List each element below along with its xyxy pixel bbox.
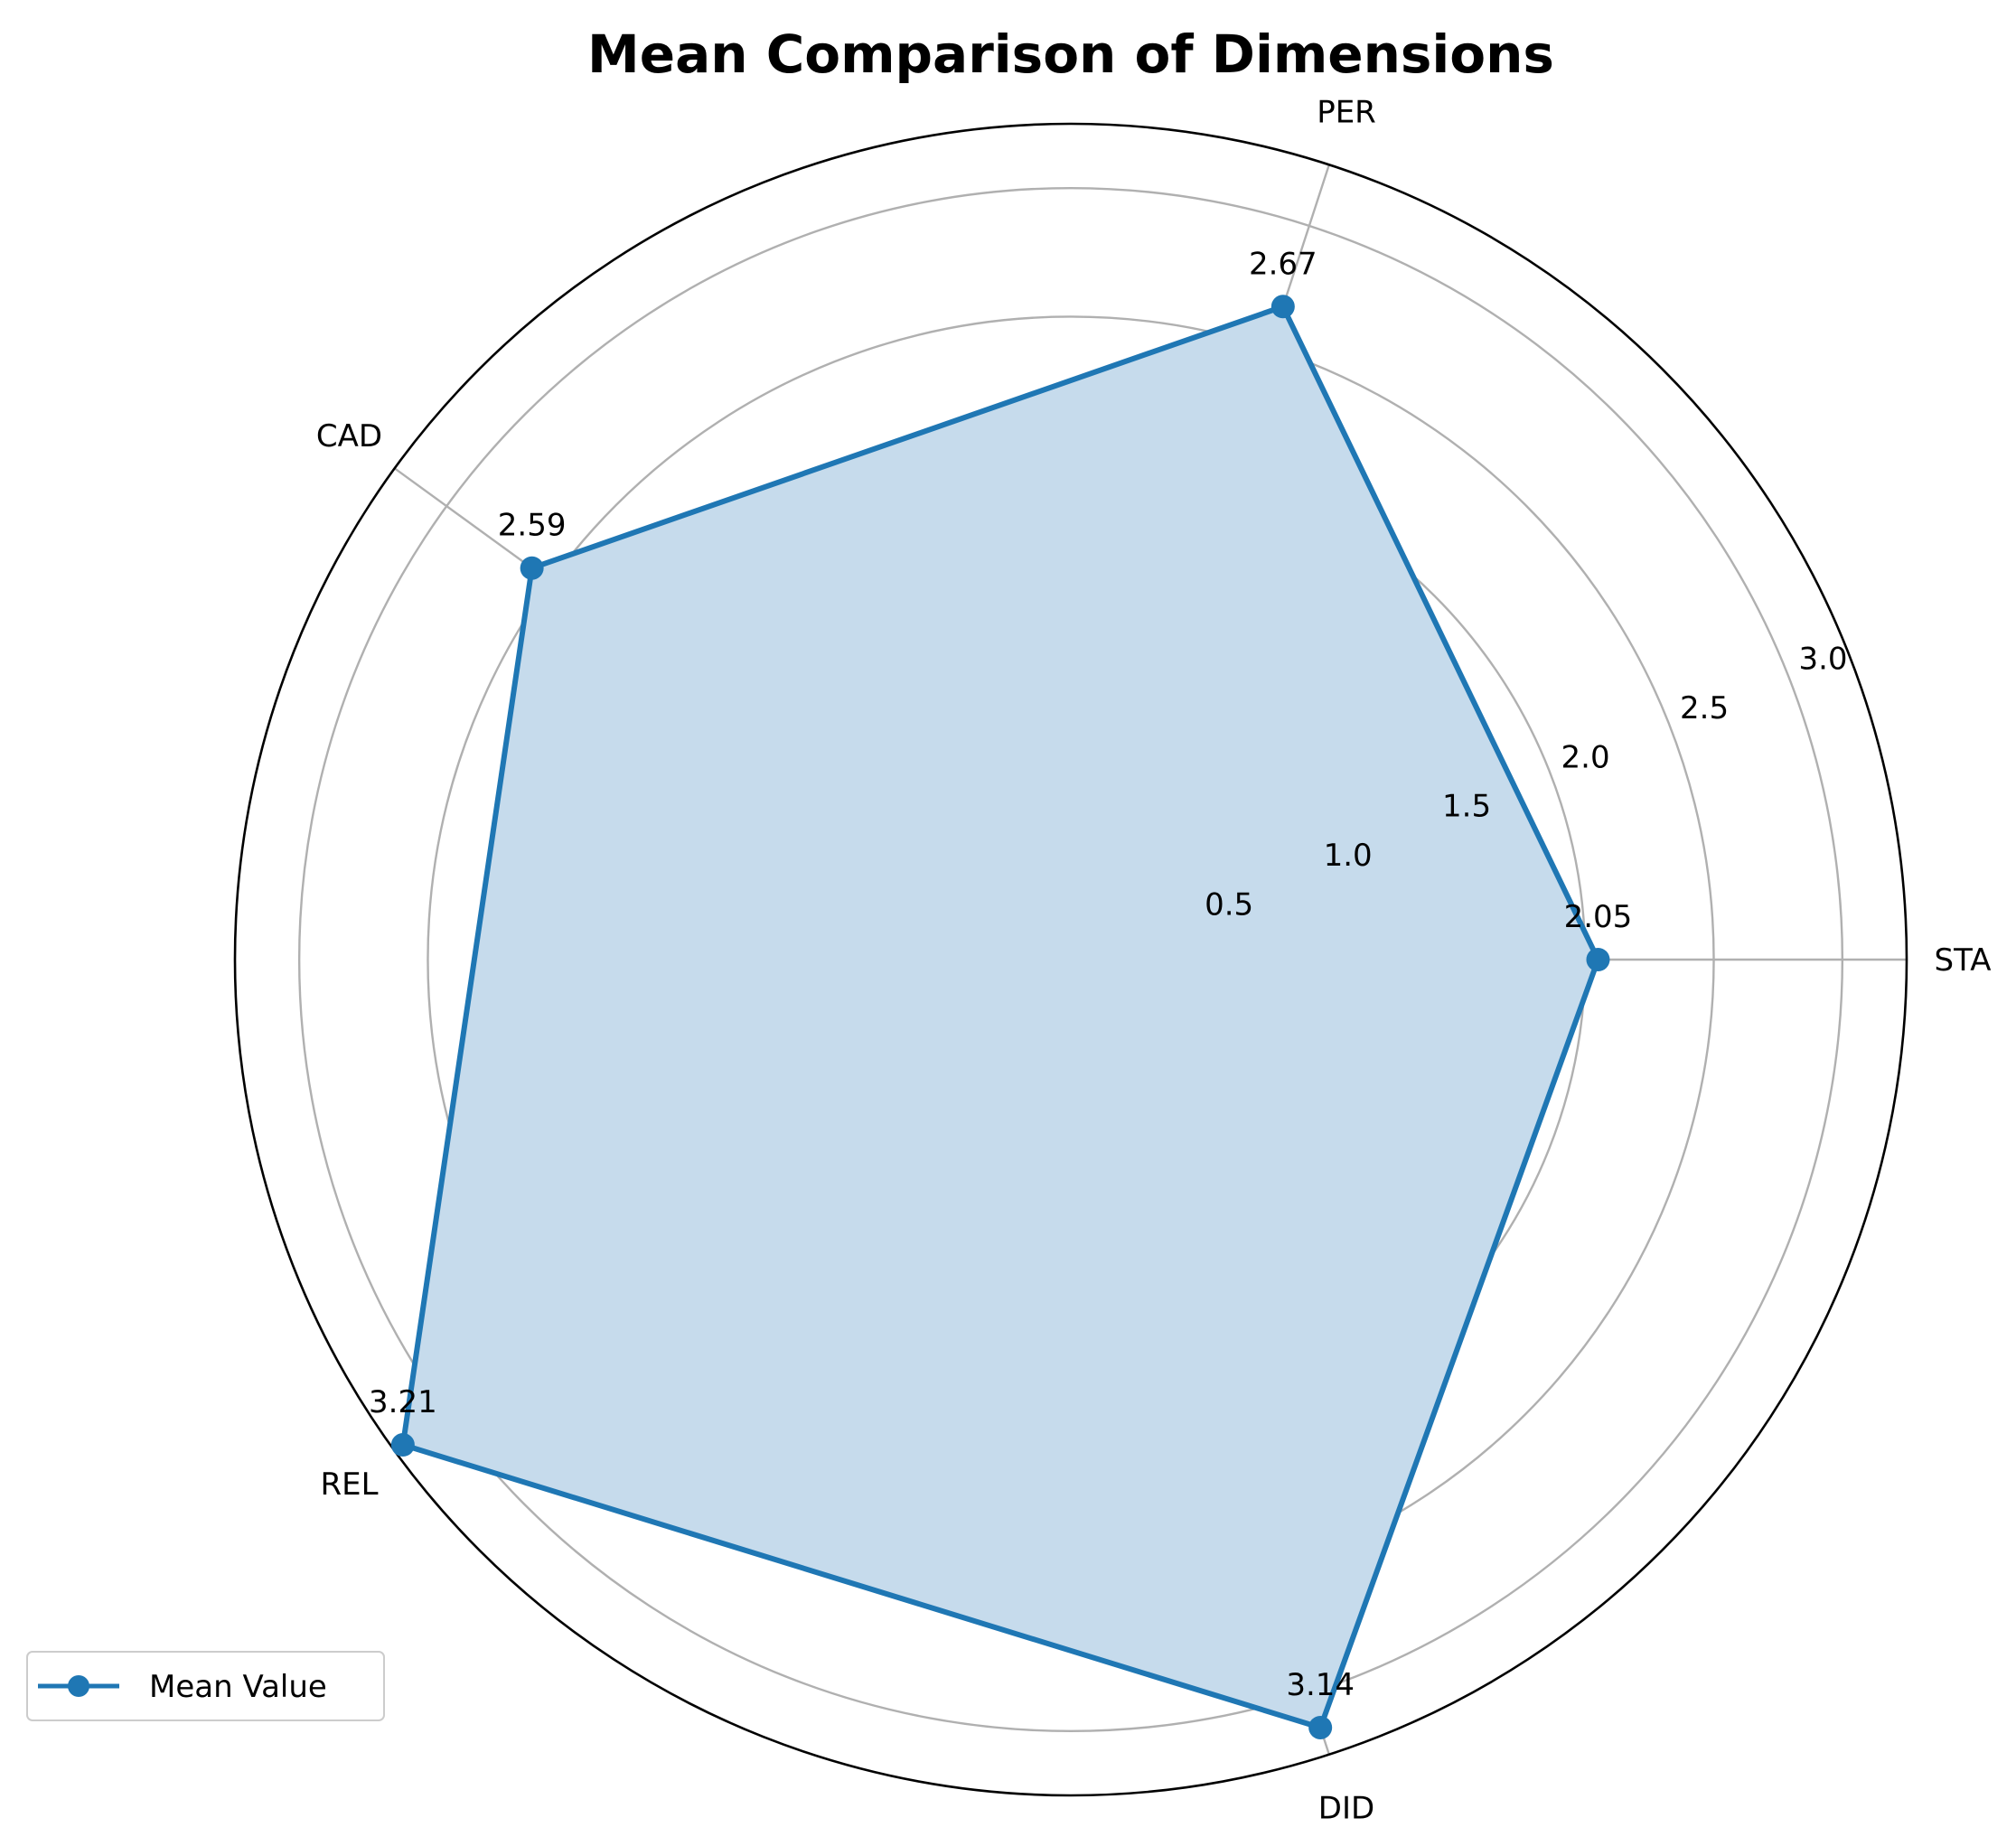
data-label-rel: 3.21: [369, 1384, 437, 1420]
axis-labels: STA PER CAD REL DID: [316, 94, 1992, 1826]
legend-label: Mean Value: [149, 1669, 327, 1705]
legend-marker-swatch: [68, 1675, 89, 1697]
r-tick-label-0: 0.5: [1205, 887, 1253, 923]
series-fill: [402, 306, 1599, 1728]
r-tick-label-4: 2.5: [1680, 690, 1729, 726]
series-area: [402, 306, 1599, 1728]
r-tick-label-5: 3.0: [1798, 641, 1847, 677]
radial-tick-labels: 0.5 1.0 1.5 2.0 2.5 3.0: [1205, 641, 1847, 923]
data-point-did: [1308, 1715, 1333, 1739]
legend-box: [26, 1651, 385, 1721]
r-tick-label-1: 1.0: [1324, 838, 1373, 874]
data-point-sta: [1586, 948, 1610, 971]
axis-label-per: PER: [1317, 94, 1376, 130]
r-tick-label-3: 2.0: [1561, 739, 1610, 775]
axis-label-cad: CAD: [316, 418, 382, 454]
axis-label-rel: REL: [320, 1466, 378, 1503]
data-point-per: [1271, 295, 1295, 319]
data-label-cad: 2.59: [498, 508, 567, 544]
legend: Mean Value: [26, 1651, 385, 1721]
data-label-sta: 2.05: [1564, 899, 1633, 935]
outer-frame: [233, 122, 1908, 1797]
chart-title: Mean Comparison of Dimensions: [587, 23, 1554, 85]
axis-label-did: DID: [1318, 1791, 1374, 1827]
data-points: [390, 295, 1610, 1739]
data-label-did: 3.14: [1286, 1667, 1355, 1703]
data-label-per: 2.67: [1249, 246, 1317, 282]
polar-frame: [233, 122, 1908, 1797]
series-line: [399, 304, 1601, 1730]
series-polyline: [399, 304, 1601, 1730]
data-point-rel: [390, 1433, 415, 1457]
data-point-cad: [520, 556, 544, 580]
data-labels: 2.05 2.67 2.59 3.21 3.14: [369, 246, 1632, 1703]
axis-label-sta: STA: [1935, 942, 1992, 979]
r-tick-label-2: 1.5: [1442, 789, 1491, 825]
